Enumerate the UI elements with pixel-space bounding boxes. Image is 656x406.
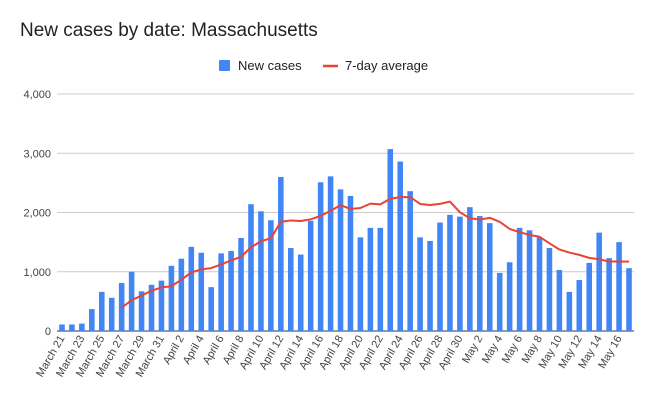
bar — [397, 161, 404, 331]
bar — [138, 291, 145, 331]
bar — [238, 237, 244, 331]
bar — [148, 284, 155, 331]
bar — [457, 216, 463, 331]
bar — [536, 237, 543, 331]
bar — [158, 280, 165, 331]
bar — [486, 223, 493, 331]
bar — [367, 227, 374, 331]
bar — [546, 248, 553, 331]
bar — [208, 287, 214, 331]
bar — [317, 182, 324, 331]
bar — [168, 265, 175, 331]
bar — [477, 216, 483, 331]
bar — [228, 251, 234, 331]
legend-label-new-cases: New cases — [238, 58, 302, 73]
bar — [526, 230, 533, 331]
bar — [287, 248, 294, 331]
y-tick-label: 0 — [45, 326, 51, 338]
bar — [496, 272, 503, 331]
bar — [188, 246, 195, 331]
bar — [89, 309, 95, 331]
bar — [248, 204, 254, 331]
bar — [268, 220, 274, 331]
legend-swatch-new-cases — [219, 60, 230, 71]
average-line — [121, 196, 630, 309]
bar — [437, 222, 443, 331]
bar — [327, 176, 334, 331]
bar — [626, 268, 632, 331]
bar — [417, 237, 423, 331]
bar — [447, 214, 453, 331]
chart-title: New cases by date: Massachusetts — [20, 20, 318, 41]
line-series — [121, 196, 630, 309]
bar — [516, 227, 523, 331]
bar — [69, 324, 75, 331]
bar — [218, 253, 224, 331]
bar — [407, 191, 413, 331]
bar — [278, 176, 284, 331]
bar — [566, 291, 573, 331]
bar — [606, 258, 612, 331]
bar — [198, 252, 205, 331]
bar — [387, 149, 394, 331]
bar — [307, 220, 314, 331]
bar — [586, 262, 593, 331]
bar-series — [59, 149, 632, 331]
legend-label-7-day-average: 7-day average — [345, 58, 428, 73]
bar — [427, 240, 433, 331]
bar — [98, 291, 105, 331]
y-tick-label: 4,000 — [23, 89, 51, 101]
bar — [178, 258, 185, 331]
bar — [556, 269, 563, 331]
legend: New cases 7-day average — [219, 58, 428, 73]
bar — [377, 227, 384, 331]
y-tick-label: 3,000 — [23, 148, 51, 160]
bar — [506, 262, 513, 331]
bar — [596, 232, 602, 331]
y-tick-label: 1,000 — [23, 267, 51, 279]
y-tick-label: 2,000 — [23, 208, 51, 220]
bar — [347, 195, 354, 331]
bar — [467, 207, 473, 331]
bar — [297, 254, 304, 331]
bar — [576, 280, 583, 331]
bar — [337, 189, 344, 331]
bar — [258, 211, 264, 331]
bar — [108, 297, 115, 331]
bar — [59, 324, 65, 331]
bar — [616, 242, 622, 331]
bar — [79, 323, 85, 331]
y-axis: 0 1,000 2,000 3,000 4,000 — [23, 89, 51, 338]
bar — [357, 237, 364, 331]
